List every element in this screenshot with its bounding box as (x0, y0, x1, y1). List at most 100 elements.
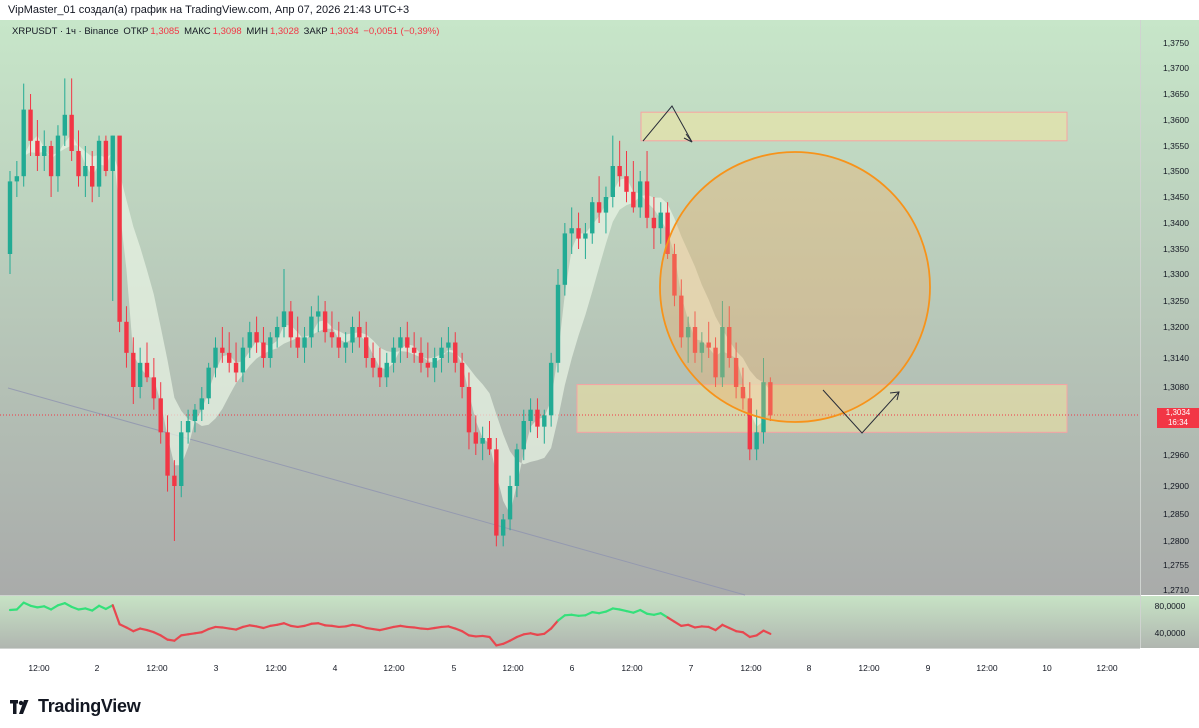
candle-body (672, 254, 677, 296)
oscillator-segment (310, 622, 320, 625)
candle-body (364, 337, 369, 358)
legend-low: 1,3028 (269, 26, 300, 37)
candle-body (42, 146, 47, 156)
supply-zone (640, 111, 1068, 142)
footer: TradingView (0, 684, 1199, 728)
time-tick-label: 6 (570, 663, 575, 673)
oscillator-segment (577, 614, 587, 617)
candle-body (501, 519, 506, 536)
candle-body (542, 415, 547, 427)
price-tick-label: 1,3700 (1163, 63, 1189, 73)
candle-body (535, 409, 540, 427)
oscillator-segment (762, 629, 772, 635)
last-price-value: 1,3034 (1165, 408, 1191, 417)
candle-body (261, 342, 266, 358)
price-tick-label: 1,3400 (1163, 218, 1189, 228)
candle-body (418, 352, 424, 363)
oscillator-segment (289, 624, 299, 629)
chart-area[interactable]: 1,3750 1,3700 1,3650 1,3600 1,3550 1,3500 1,34… (0, 20, 1199, 684)
candle-body (288, 311, 294, 338)
oscillator-segment (337, 625, 347, 629)
candle-body (21, 109, 26, 177)
oscillator-segment (522, 632, 532, 636)
candle-body (733, 358, 739, 387)
candle-body (144, 362, 150, 378)
oscillator-segment (625, 609, 635, 614)
candle-body (651, 217, 657, 229)
price-tick-label: 1,3450 (1163, 192, 1189, 202)
candle-body (165, 432, 170, 476)
oscillator-segment (467, 634, 477, 638)
price-tick-label: 1,3250 (1163, 296, 1189, 306)
oscillator-segment (303, 622, 313, 627)
oscillator-segment (241, 624, 251, 629)
candle-body (487, 438, 492, 450)
candle-body (192, 409, 198, 421)
legend-symbol[interactable]: XRPUSDT · 1ч · Binance (12, 26, 119, 37)
candle-body (439, 347, 444, 358)
legend-high: 1,3098 (212, 26, 242, 37)
candle-body (295, 337, 300, 348)
demand-zone (576, 384, 1068, 433)
candle-body (555, 284, 561, 363)
oscillator-tick-label: 40,0000 (1155, 628, 1186, 638)
candle-body (446, 342, 451, 348)
oscillator-segment (639, 608, 649, 615)
candle-body (466, 387, 472, 433)
oscillator-segment (200, 627, 210, 634)
candle-body (302, 337, 307, 348)
oscillator-segment (618, 608, 628, 613)
candle-body (83, 166, 88, 177)
oscillator-segment (508, 635, 519, 642)
legend-low-label: МИН (246, 26, 268, 37)
oscillator-segment (597, 610, 608, 615)
time-tick-label: 9 (926, 663, 931, 673)
oscillator-segment (584, 611, 594, 617)
oscillator-segment (371, 627, 381, 632)
legend-close-label: ЗАКР (303, 26, 328, 37)
oscillator-segment (666, 616, 676, 623)
price-tick-label: 1,2900 (1163, 481, 1189, 491)
oscillator-segment (673, 620, 683, 627)
oscillator-segment (351, 623, 361, 627)
candle-body (343, 342, 348, 348)
candle-body (185, 421, 191, 433)
candle-body (240, 347, 246, 373)
oscillator-segment (693, 625, 703, 629)
candle-body (685, 327, 691, 338)
oscillator-segment (276, 622, 286, 626)
tradingview-logo[interactable]: TradingView (10, 696, 141, 717)
oscillator-segment (262, 624, 272, 630)
candle-body (309, 316, 314, 338)
oscillator-segment (22, 601, 32, 607)
oscillator-segment (419, 627, 429, 631)
candle-body (699, 342, 705, 353)
oscillator-segment (8, 608, 18, 612)
price-tick-label: 1,2710 (1163, 585, 1189, 595)
candles-group (7, 78, 773, 547)
ma-ribbon (10, 133, 771, 514)
time-tick-label: 8 (807, 663, 812, 673)
time-axis[interactable]: 12:00 2 12:00 3 12:00 4 12:00 5 12:00 6 12:00 7 12:0… (28, 663, 1118, 673)
oscillator-segment (707, 625, 717, 632)
oscillator-segment (645, 612, 656, 616)
candlestick-chart[interactable]: 1,3750 1,3700 1,3650 1,3600 1,3550 1,3500 1,34… (0, 20, 1199, 684)
candle-body (754, 432, 759, 450)
candle-body (350, 327, 355, 343)
candle-body (665, 212, 670, 254)
candle-body (316, 311, 321, 317)
time-tick-label: 12:00 (146, 663, 168, 673)
candle-body (603, 197, 609, 213)
oscillator-segment (529, 632, 539, 636)
candle-body (507, 486, 513, 520)
legend-high-label: МАКС (184, 26, 211, 37)
drawings-group (642, 105, 931, 434)
price-tick-label: 1,3200 (1163, 322, 1189, 332)
price-axis[interactable]: 1,3750 1,3700 1,3650 1,3600 1,3550 1,3500 1,34… (1155, 38, 1190, 638)
oscillator-segment (426, 626, 436, 631)
candle-body (658, 212, 663, 229)
candle-body (357, 327, 362, 338)
oscillator-segment (180, 633, 190, 637)
oscillator-segment (447, 625, 457, 630)
candle-body (117, 135, 122, 322)
